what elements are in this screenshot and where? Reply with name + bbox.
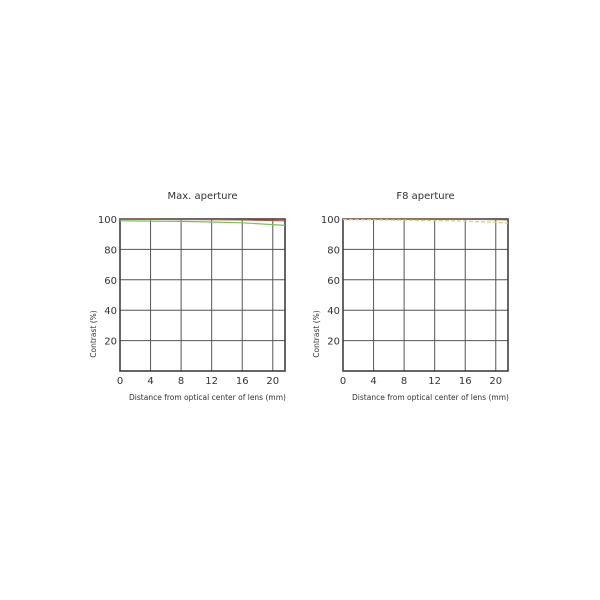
x-tick-label: 8 xyxy=(178,376,184,387)
x-tick-label: 8 xyxy=(401,376,407,387)
x-axis-label: Distance from optical center of lens (mm… xyxy=(352,393,509,402)
y-tick-label: 100 xyxy=(98,215,117,226)
chart-title: Max. aperture xyxy=(167,191,237,202)
x-tick-label: 0 xyxy=(340,376,346,387)
series-line-2 xyxy=(119,220,286,226)
x-tick-label: 12 xyxy=(205,376,218,387)
y-tick-label: 100 xyxy=(321,215,340,226)
x-tick-label: 4 xyxy=(370,376,376,387)
y-tick-label: 40 xyxy=(104,306,117,317)
y-tick-label: 80 xyxy=(104,245,117,256)
chart-1: Max. aperture 0 4 8 12 16 20 20 40 60 80 100 Distanc… xyxy=(89,191,286,402)
y-tick-label: 80 xyxy=(327,245,340,256)
series-line-1 xyxy=(120,218,286,222)
x-tick-label: 0 xyxy=(117,376,123,387)
x-tick-label: 20 xyxy=(266,376,279,387)
y-tick-label: 60 xyxy=(104,276,117,287)
chart-2: F8 aperture 0 4 8 12 16 20 20 40 60 80 100 Distance … xyxy=(312,191,509,402)
x-axis-label: Distance from optical center of lens (mm… xyxy=(129,393,286,402)
y-tick-label: 20 xyxy=(327,337,340,348)
y-tick-label: 60 xyxy=(327,276,340,287)
x-tick-label: 20 xyxy=(489,376,502,387)
x-tick-label: 12 xyxy=(428,376,441,387)
y-axis-label: Contrast (%) xyxy=(312,310,321,357)
x-tick-label: 16 xyxy=(459,376,472,387)
plot-frame xyxy=(342,218,509,372)
x-tick-label: 4 xyxy=(147,376,153,387)
plot-frame xyxy=(119,218,286,372)
x-tick-label: 16 xyxy=(236,376,249,387)
y-tick-label: 40 xyxy=(327,306,340,317)
y-axis-label: Contrast (%) xyxy=(89,310,98,357)
series-line-2 xyxy=(342,219,509,224)
chart-title: F8 aperture xyxy=(396,191,454,202)
y-tick-label: 20 xyxy=(104,337,117,348)
